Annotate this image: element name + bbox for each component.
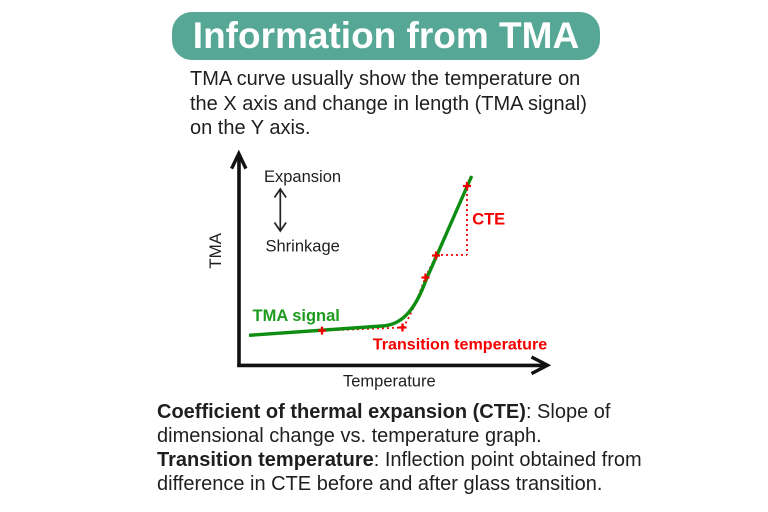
svg-text:TMA signal: TMA signal [253, 307, 340, 325]
svg-text:Temperature: Temperature [343, 372, 436, 390]
svg-text:Shrinkage: Shrinkage [266, 238, 340, 256]
svg-text:CTE: CTE [472, 211, 505, 229]
svg-text:Expansion: Expansion [264, 168, 341, 186]
svg-text:Transition temperature: Transition temperature [373, 336, 547, 354]
svg-text:TMA: TMA [206, 232, 225, 269]
